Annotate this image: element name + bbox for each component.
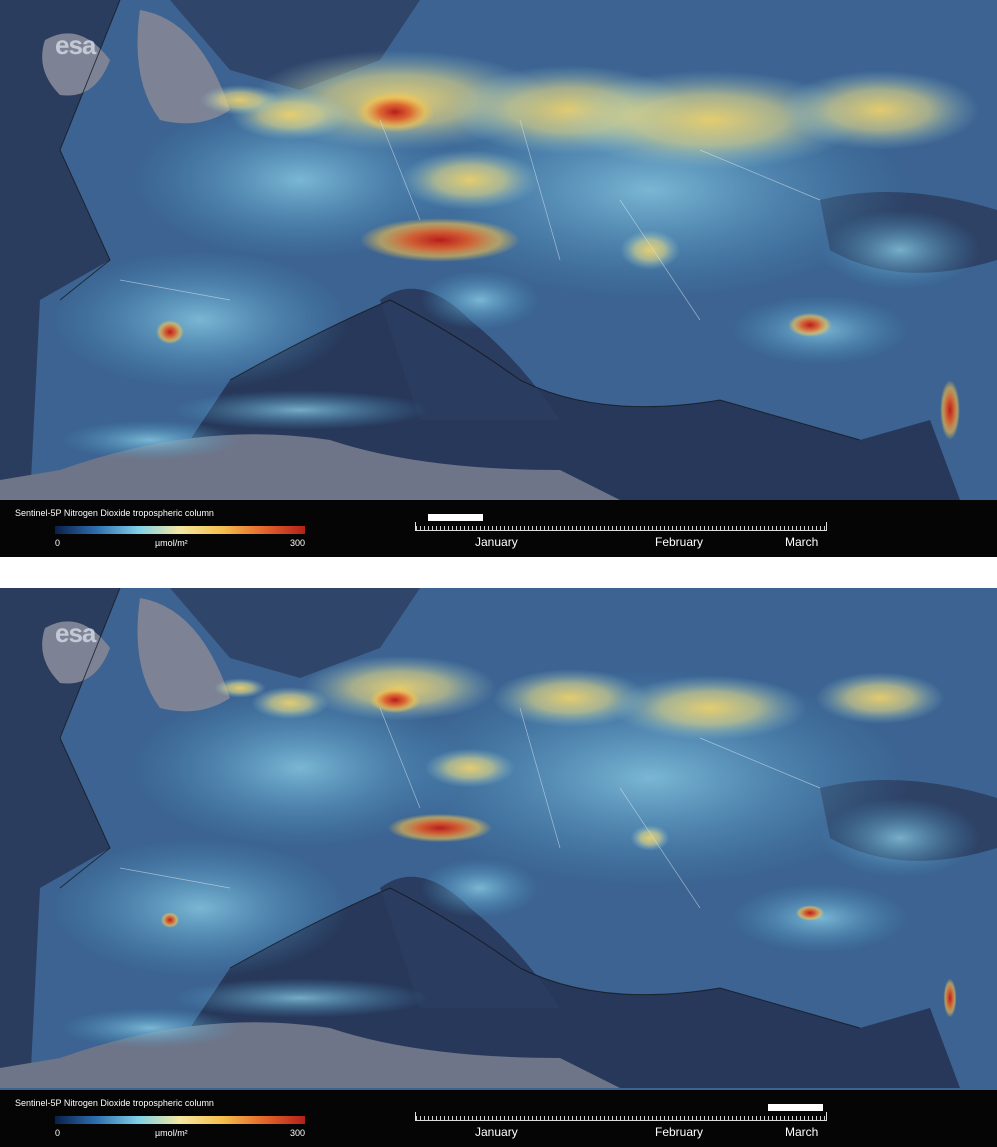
- no2-plume: [492, 668, 648, 728]
- uk-ireland: [42, 598, 231, 712]
- no2-plume: [820, 798, 980, 878]
- no2-plume: [612, 675, 808, 741]
- no2-plume: [943, 978, 957, 1018]
- timeline-month: January: [475, 535, 518, 549]
- no2-plume: [560, 70, 860, 170]
- legend-bar: Sentinel-5P Nitrogen Dioxide tropospheri…: [0, 1090, 997, 1147]
- colorbar-max: 300: [290, 1128, 306, 1138]
- no2-plume: [788, 313, 832, 337]
- logo: esa: [55, 618, 96, 648]
- borders: [119, 119, 821, 321]
- north-sea: [170, 588, 420, 678]
- no2-plume: [60, 420, 240, 460]
- map-panel: esa Sentinel-5P Nitrogen Dioxide troposph…: [0, 588, 997, 1147]
- colorbar-min: 0: [55, 538, 61, 548]
- no2-plume: [355, 92, 435, 132]
- no2-plume: [251, 686, 329, 720]
- no2-plume: [214, 678, 266, 698]
- uk-ireland: [42, 10, 231, 124]
- tyrrhenian: [380, 288, 560, 420]
- no2-plume: [940, 380, 960, 440]
- timeline-month: January: [475, 1125, 518, 1139]
- coastlines: [59, 588, 861, 1029]
- colorbar: [55, 526, 305, 534]
- no2-plume: [400, 150, 540, 210]
- legend-title: Sentinel-5P Nitrogen Dioxide tropospheri…: [15, 508, 214, 518]
- no2-plume: [50, 838, 350, 978]
- no2-plume: [420, 858, 540, 918]
- timeline-ruler: [415, 522, 827, 531]
- colorbar: [55, 1116, 305, 1124]
- atlantic: [0, 588, 120, 1088]
- timeline-marker: [768, 1104, 823, 1111]
- no2-plume: [795, 905, 825, 921]
- colorbar-unit: µmol/m²: [155, 538, 188, 548]
- coastlines: [59, 0, 861, 441]
- timeline-month: March: [785, 1125, 819, 1139]
- atlantic: [0, 0, 120, 500]
- satellite-map: [0, 0, 997, 500]
- timeline-month: February: [655, 535, 704, 549]
- no2-plume: [424, 748, 516, 788]
- no2-plume: [630, 825, 670, 851]
- no2-plume: [60, 1008, 240, 1048]
- no2-plume: [200, 85, 280, 115]
- no2-plume: [420, 270, 540, 330]
- timeline-month: February: [655, 1125, 704, 1139]
- no2-plume: [170, 390, 430, 430]
- no2-plume: [820, 210, 980, 290]
- no2-plume: [360, 218, 520, 262]
- logo: esa: [55, 30, 96, 60]
- timeline-month: March: [785, 535, 819, 549]
- no2-plume: [815, 672, 945, 724]
- no2-plume: [50, 250, 350, 390]
- legend-title: Sentinel-5P Nitrogen Dioxide tropospheri…: [15, 1098, 214, 1108]
- colorbar-unit: µmol/m²: [155, 1128, 188, 1138]
- no2-plume: [620, 230, 680, 270]
- no2-plume: [156, 320, 184, 344]
- no2-plume: [388, 813, 492, 843]
- no2-plume: [130, 688, 470, 848]
- no2-plume: [160, 912, 180, 928]
- colorbar-max: 300: [290, 538, 306, 548]
- satellite-map: [0, 588, 997, 1090]
- no2-plume: [170, 978, 430, 1018]
- map-panel: esa Sentinel-5P Nitrogen Dioxide troposph…: [0, 0, 997, 557]
- borders: [119, 707, 821, 909]
- timeline-marker: [428, 514, 483, 521]
- timeline-ruler: [415, 1112, 827, 1121]
- no2-plume: [369, 687, 421, 713]
- no2-plume: [780, 70, 980, 150]
- tyrrhenian: [380, 876, 560, 1008]
- legend-bar: Sentinel-5P Nitrogen Dioxide tropospheri…: [0, 500, 997, 557]
- colorbar-min: 0: [55, 1128, 61, 1138]
